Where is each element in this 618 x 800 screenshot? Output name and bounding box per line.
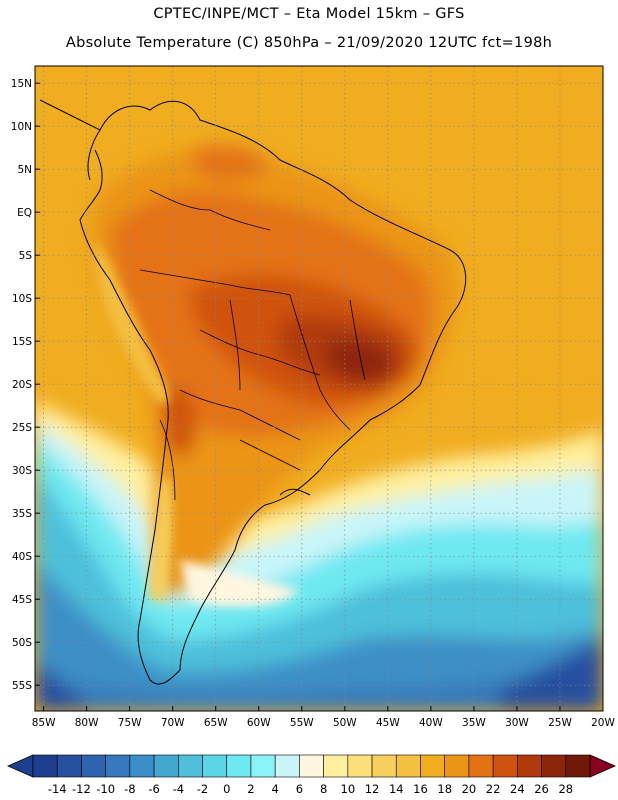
- lon-tick-label: 50W: [333, 717, 357, 729]
- colorbar-label: 16: [413, 782, 428, 796]
- colorbar-label: -10: [96, 782, 115, 796]
- lon-tick-label: 35W: [462, 717, 486, 729]
- colorbar-swatch: [56, 754, 82, 778]
- colorbar-swatch: [492, 754, 518, 778]
- colorbar-swatch: [153, 754, 179, 778]
- colorbar-label: 12: [365, 782, 380, 796]
- lon-tick-label: 30W: [505, 717, 529, 729]
- lon-tick-label: 75W: [118, 717, 142, 729]
- colorbar-label: 26: [534, 782, 549, 796]
- colorbar-label: 2: [247, 782, 254, 796]
- colorbar-label: -14: [48, 782, 67, 796]
- lon-tick-label: 80W: [75, 717, 99, 729]
- chart-title: CPTEC/INPE/MCT – Eta Model 15km – GFS: [153, 6, 465, 22]
- colorbar-swatch: [420, 754, 445, 778]
- colorbar-swatch: [371, 754, 397, 778]
- lat-tick-label: 50S: [12, 637, 32, 649]
- colorbar-swatch: [202, 754, 228, 778]
- colorbar-label: 8: [320, 782, 327, 796]
- colorbar-swatch: [32, 754, 58, 778]
- lat-tick-label: 5N: [17, 164, 32, 176]
- colorbar-label: -6: [148, 782, 159, 796]
- lon-tick-label: 55W: [290, 717, 314, 729]
- temperature-field: [35, 66, 603, 711]
- colorbar-swatch: [178, 754, 203, 778]
- lat-tick-label: 10N: [11, 121, 32, 133]
- lat-tick-label: 30S: [12, 465, 32, 477]
- colorbar-swatch: [347, 754, 373, 778]
- lat-tick-label: 10S: [12, 293, 32, 305]
- colorbar-swatch: [323, 754, 349, 778]
- colorbar-label: 14: [389, 782, 404, 796]
- colorbar-swatch: [81, 754, 106, 778]
- lon-tick-label: 40W: [419, 717, 443, 729]
- colorbar-swatch: [565, 754, 591, 778]
- colorbar-label: 6: [296, 782, 303, 796]
- colorbar-label: -8: [124, 782, 135, 796]
- colorbar-swatch: [226, 754, 252, 778]
- lon-tick-label: 70W: [161, 717, 185, 729]
- colorbar-label: 22: [486, 782, 501, 796]
- colorbar-label: -2: [197, 782, 208, 796]
- colorbar-label: 18: [437, 782, 452, 796]
- lon-tick-label: 85W: [32, 717, 56, 729]
- chart-subtitle: Absolute Temperature (C) 850hPa – 21/09/…: [65, 35, 553, 51]
- plot-frame: [34, 65, 604, 712]
- colorbar-label: -4: [173, 782, 184, 796]
- colorbar-label: 4: [272, 782, 279, 796]
- lat-tick-label: 40S: [12, 551, 32, 563]
- colorbar-label: -12: [72, 782, 91, 796]
- lat-tick-label: 45S: [12, 594, 32, 606]
- colorbar-swatch: [105, 754, 131, 778]
- colorbar-swatch: [299, 754, 324, 778]
- axis-ticks: 15N 10N 5N EQ 5S 10S 15S 20S 25S 30S 35S 40S 45S 50S 5…: [11, 78, 616, 729]
- colorbar-label: 20: [462, 782, 477, 796]
- colorbar-swatch: [444, 754, 470, 778]
- coastline: [39, 99, 467, 685]
- lat-tick-label: 15S: [12, 336, 32, 348]
- colorbar-right-arrow: [589, 754, 616, 778]
- colorbar-label: 10: [341, 782, 356, 796]
- colorbar-swatch: [468, 754, 494, 778]
- lat-tick-label: 25S: [12, 422, 32, 434]
- colorbar-label: 28: [558, 782, 573, 796]
- colorbar-left-arrow: [7, 754, 34, 778]
- lat-lon-grid: [35, 66, 603, 711]
- colorbar-label: 24: [510, 782, 525, 796]
- colorbar-swatch: [517, 754, 542, 778]
- lon-tick-label: 65W: [204, 717, 228, 729]
- lon-tick-label: 60W: [247, 717, 271, 729]
- lon-tick-label: 20W: [591, 717, 615, 729]
- colorbar-swatch: [395, 754, 421, 778]
- colorbar-swatch: [129, 754, 155, 778]
- lat-tick-label: EQ: [17, 207, 32, 219]
- colorbar-swatch: [274, 754, 300, 778]
- lon-tick-label: 25W: [548, 717, 572, 729]
- lat-tick-label: 35S: [12, 508, 32, 520]
- lat-tick-label: 55S: [12, 680, 32, 692]
- colorbar-swatch: [250, 754, 276, 778]
- lat-tick-label: 15N: [11, 78, 32, 90]
- colorbar-swatch: [541, 754, 567, 778]
- lon-tick-label: 45W: [376, 717, 400, 729]
- lat-tick-label: 5S: [19, 250, 33, 262]
- lat-tick-label: 20S: [12, 379, 32, 391]
- colorbar: -14 -12 -10 -8 -6 -4 -2 0 2 4 6 8 10 12 14 16 18 20 22 24 26…: [7, 754, 616, 796]
- colorbar-label: 0: [223, 782, 230, 796]
- country-borders: [139, 189, 366, 501]
